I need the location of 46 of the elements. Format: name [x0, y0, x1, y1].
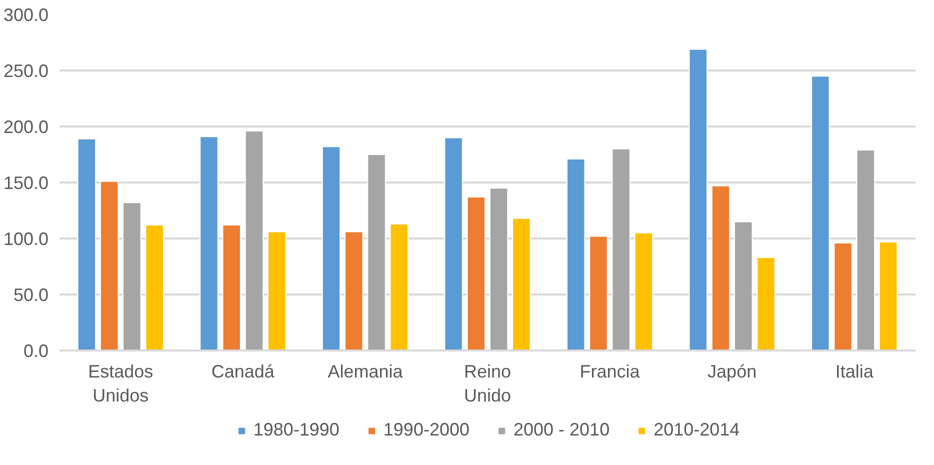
x-tick-label: Reino Unido [464, 362, 512, 406]
y-tick-label: 50.0 [13, 285, 49, 305]
bar [122, 202, 142, 350]
y-tick-label: 200.0 [3, 117, 49, 137]
bar [466, 196, 486, 350]
legend-label: 2010-2014 [654, 420, 740, 440]
x-tick-label: Italia [835, 362, 874, 382]
bar [612, 148, 630, 350]
bar [834, 242, 852, 350]
bar [856, 150, 876, 350]
bar [244, 130, 264, 350]
bar [489, 188, 508, 350]
bar [734, 221, 753, 350]
bar [222, 224, 241, 350]
y-tick-label: 0.0 [23, 341, 49, 361]
bar [634, 232, 654, 350]
bar [390, 223, 409, 350]
y-tick-label: 300.0 [3, 5, 49, 25]
bar [589, 236, 608, 350]
bar [322, 146, 341, 350]
bar [688, 48, 708, 350]
bar [878, 241, 898, 350]
bar [444, 137, 463, 350]
bar [711, 185, 730, 350]
y-tick-label: 250.0 [3, 61, 49, 81]
bar [512, 218, 531, 350]
bar [811, 76, 830, 350]
bar [267, 231, 286, 350]
legend-label: 1980-1990 [253, 420, 340, 440]
x-tick-label: Canadá [211, 362, 276, 382]
bar [756, 257, 776, 350]
bar [100, 180, 119, 350]
x-tick-label: Alemania [328, 362, 404, 382]
bar [200, 136, 218, 350]
bar [344, 231, 364, 350]
bar [145, 224, 164, 350]
bar [367, 154, 386, 350]
y-tick-label: 100.0 [3, 229, 49, 249]
bar [77, 138, 96, 350]
y-tick-label: 150.0 [3, 173, 49, 193]
x-tick-label: Francia [580, 362, 641, 382]
x-tick-label: Japón [708, 362, 757, 382]
legend-label: 1990-2000 [383, 420, 470, 440]
bar [566, 158, 586, 350]
x-tick-label: Estados Unidos [88, 362, 154, 406]
legend-label: 2000 - 2010 [514, 420, 610, 440]
